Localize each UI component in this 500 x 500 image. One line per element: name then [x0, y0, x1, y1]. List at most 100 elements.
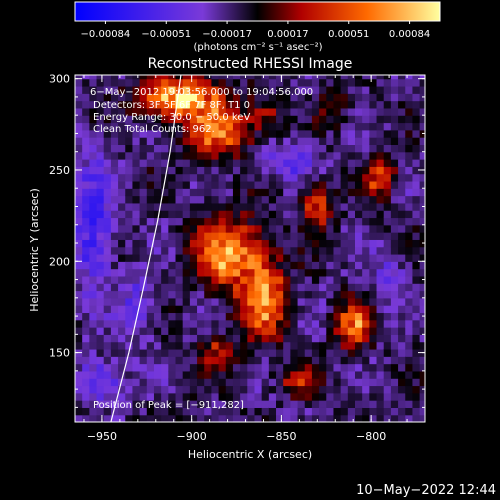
heatmap-cell: [268, 144, 277, 153]
heatmap-cell: [146, 224, 155, 233]
heatmap-cell: [132, 239, 141, 248]
heatmap-cell: [326, 305, 335, 314]
heatmap-cell: [218, 246, 227, 255]
heatmap-cell: [369, 115, 378, 124]
heatmap-cell: [347, 202, 356, 211]
heatmap-cell: [182, 85, 191, 94]
heatmap-cell: [132, 115, 141, 124]
heatmap-cell: [161, 363, 169, 372]
heatmap-cell: [326, 356, 335, 365]
heatmap-cell: [276, 195, 284, 204]
heatmap-cell: [132, 224, 141, 233]
heatmap-cell: [75, 173, 83, 182]
heatmap-cell: [232, 348, 241, 357]
heatmap-cell: [82, 253, 90, 262]
heatmap-cell: [82, 319, 90, 328]
heatmap-cell: [376, 159, 385, 167]
heatmap-cell: [247, 414, 256, 422]
heatmap-cell: [326, 319, 335, 328]
heatmap-cell: [369, 246, 378, 255]
heatmap-cell: [276, 144, 284, 153]
heatmap-cell: [261, 166, 270, 175]
heatmap-cell: [390, 78, 399, 87]
heatmap-cell: [355, 210, 363, 219]
heatmap-cell: [211, 180, 220, 189]
heatmap-cell: [311, 378, 320, 387]
heatmap-cell: [398, 253, 406, 262]
heatmap-cell: [347, 348, 356, 357]
heatmap-cell: [139, 224, 148, 233]
heatmap-cell: [139, 210, 148, 219]
heatmap-cell: [232, 253, 241, 262]
heatmap-cell: [383, 144, 392, 153]
heatmap-cell: [146, 275, 155, 284]
heatmap-cell: [283, 188, 291, 197]
heatmap-cell: [247, 210, 256, 219]
heatmap-cell: [96, 290, 105, 299]
heatmap-cell: [218, 137, 227, 145]
heatmap-cell: [398, 151, 406, 160]
heatmap-cell: [110, 159, 119, 167]
heatmap-cell: [110, 224, 119, 233]
heatmap-cell: [247, 370, 256, 379]
heatmap-cell: [153, 202, 162, 211]
heatmap-cell: [153, 414, 162, 422]
heatmap-cell: [383, 290, 392, 299]
heatmap-cell: [405, 224, 414, 233]
heatmap-cell: [398, 100, 406, 109]
heatmap-cell: [412, 122, 421, 131]
heatmap-cell: [304, 100, 313, 109]
heatmap-cell: [211, 334, 220, 343]
heatmap-cell: [390, 85, 399, 94]
heatmap-cell: [240, 188, 248, 197]
heatmap-cell: [276, 407, 284, 416]
heatmap-cell: [211, 370, 220, 379]
heatmap-cell: [297, 100, 306, 109]
heatmap-cell: [218, 305, 227, 314]
heatmap-cell: [268, 327, 277, 335]
heatmap-cell: [405, 385, 414, 394]
heatmap-cell: [118, 392, 126, 401]
heatmap-cell: [347, 107, 356, 116]
heatmap-cell: [132, 392, 141, 401]
heatmap-cell: [182, 268, 191, 277]
heatmap-cell: [347, 319, 356, 328]
heatmap-cell: [369, 261, 378, 270]
heatmap-cell: [290, 283, 299, 292]
heatmap-cell: [376, 78, 385, 87]
heatmap-cell: [390, 348, 399, 357]
heatmap-cell: [304, 253, 313, 262]
heatmap-cell: [290, 202, 299, 211]
heatmap-cell: [347, 232, 356, 240]
heatmap-cell: [247, 363, 256, 372]
heatmap-cell: [132, 305, 141, 314]
heatmap-cell: [390, 414, 399, 422]
heatmap-cell: [225, 363, 234, 372]
heatmap-cell: [247, 341, 256, 350]
heatmap-cell: [276, 239, 284, 248]
heatmap-cell: [204, 217, 213, 226]
heatmap-cell: [232, 239, 241, 248]
heatmap-cell: [110, 210, 119, 219]
heatmap-cell: [369, 363, 378, 372]
heatmap-cell: [132, 180, 141, 189]
heatmap-cell: [189, 407, 198, 416]
heatmap-cell: [383, 202, 392, 211]
heatmap-cell: [146, 217, 155, 226]
heatmap-cell: [146, 195, 155, 204]
heatmap-cell: [369, 159, 378, 167]
heatmap-cell: [390, 275, 399, 284]
heatmap-cell: [168, 363, 177, 372]
heatmap-cell: [118, 378, 126, 387]
heatmap-cell: [189, 129, 198, 138]
heatmap-cell: [319, 137, 327, 145]
heatmap-cell: [254, 93, 263, 102]
heatmap-cell: [398, 180, 406, 189]
heatmap-cell: [254, 334, 263, 343]
heatmap-cell: [118, 151, 126, 160]
heatmap-cell: [412, 370, 421, 379]
heatmap-cell: [376, 363, 385, 372]
heatmap-cell: [139, 151, 148, 160]
heatmap-cell: [204, 195, 213, 204]
heatmap-cell: [311, 283, 320, 292]
